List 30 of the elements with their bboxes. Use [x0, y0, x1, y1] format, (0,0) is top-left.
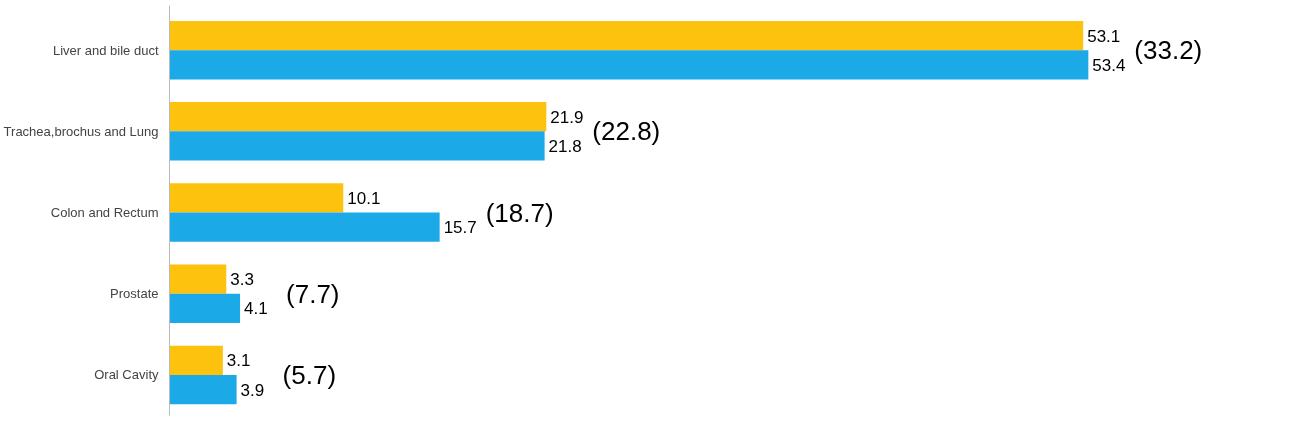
y-tick-label: Oral Cavity: [94, 367, 159, 383]
bar: [169, 20, 1084, 51]
annotation: (22.8): [592, 116, 661, 147]
annotation: (5.7): [282, 359, 337, 390]
data-label: 4.1: [244, 299, 268, 319]
bar: [169, 102, 547, 132]
data-label: 15.7: [443, 218, 477, 238]
bar: [169, 183, 344, 213]
bar: [169, 50, 1089, 80]
annotation: (7.7): [286, 278, 340, 309]
bar: [169, 345, 223, 375]
y-tick-label: Liver and bile duct: [52, 42, 159, 58]
y-tick-label: Prostate: [110, 286, 159, 302]
bar: [169, 212, 440, 242]
bar: [169, 374, 237, 405]
annotation: (33.2): [1134, 35, 1203, 66]
bar: [169, 264, 227, 294]
data-label: 21.8: [548, 136, 582, 156]
annotation: (18.7): [485, 197, 554, 228]
data-label: 3.1: [226, 351, 251, 371]
y-tick-label: Colon and Rectum: [50, 205, 159, 221]
bar: [169, 131, 545, 161]
data-label: 21.9: [550, 107, 584, 127]
data-label: 3.3: [230, 270, 254, 290]
data-label: 53.4: [1092, 55, 1126, 75]
y-tick-label: Trachea,brochus and Lung: [3, 123, 159, 139]
data-label: 3.9: [240, 380, 265, 400]
data-label: 10.1: [347, 188, 381, 208]
bar: [169, 293, 241, 323]
data-label: 53.1: [1087, 26, 1121, 46]
